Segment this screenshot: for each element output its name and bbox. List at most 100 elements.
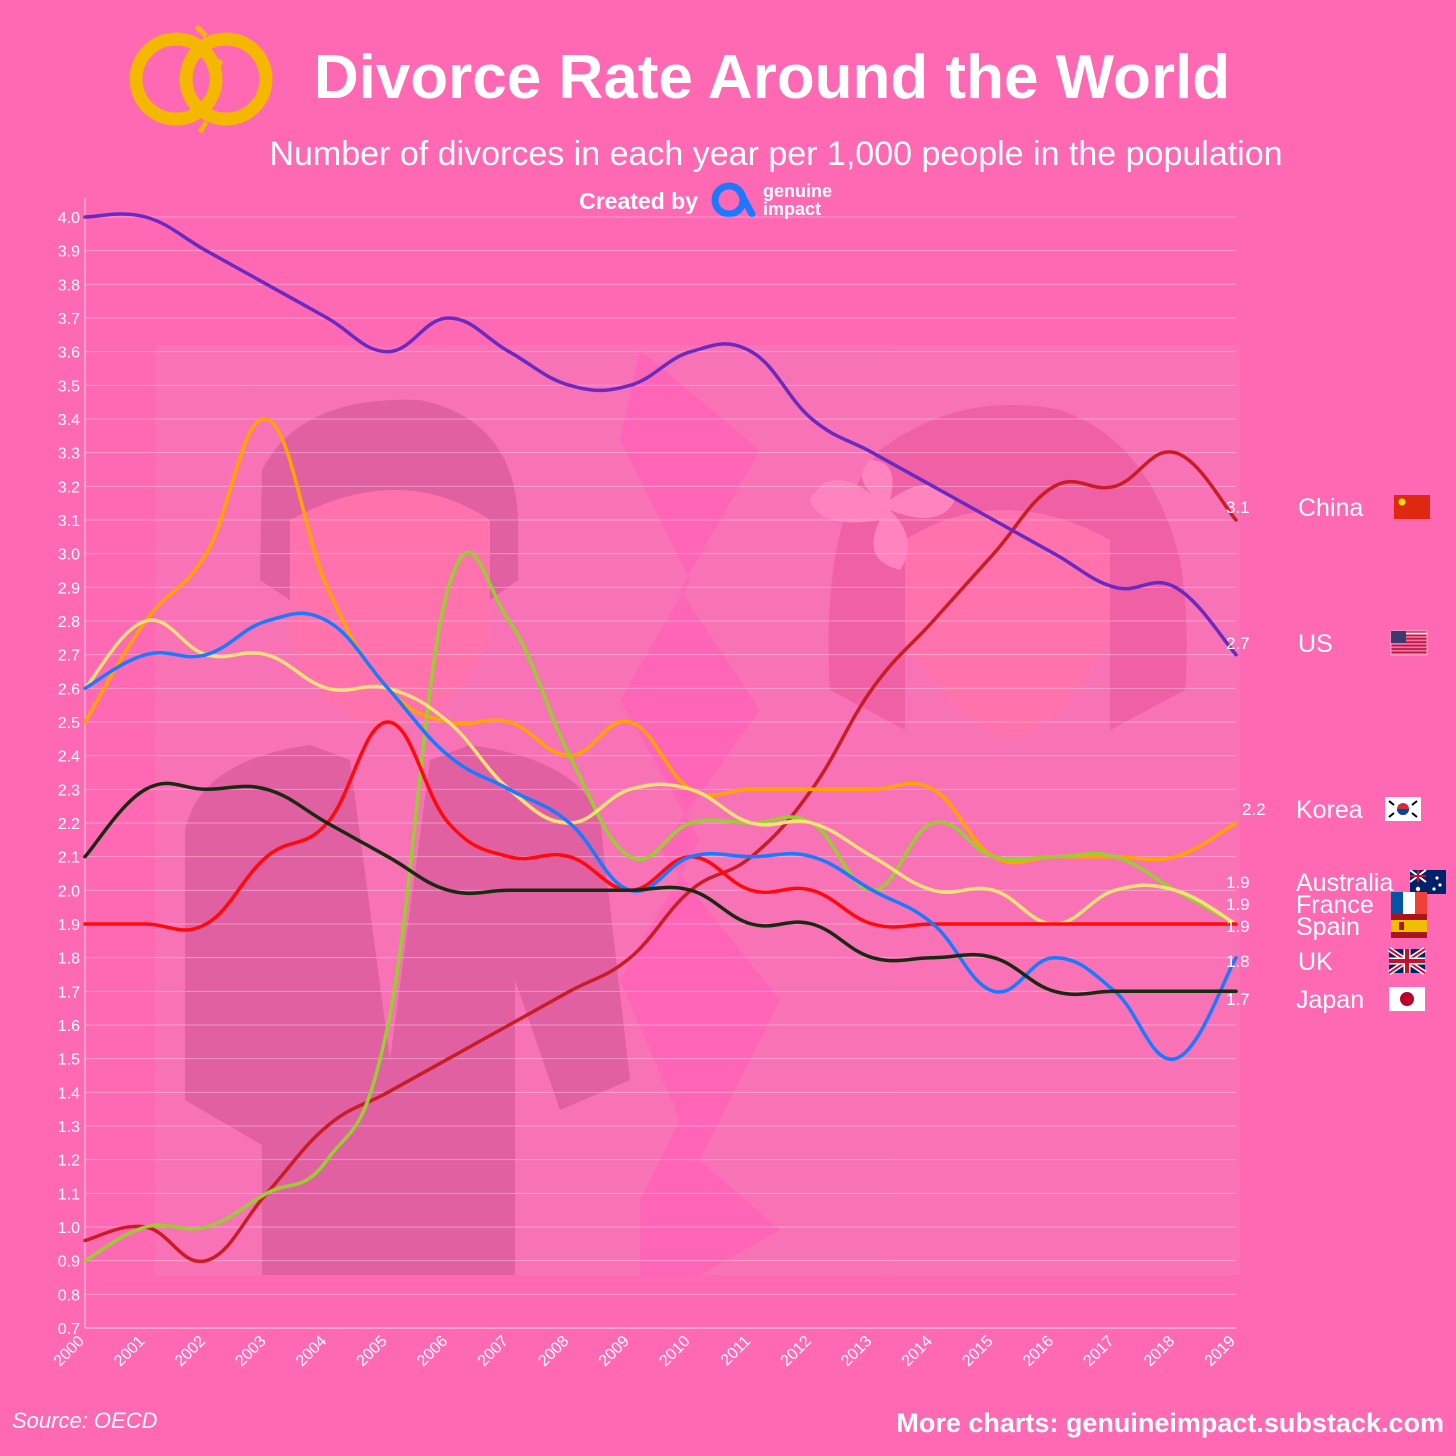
end-name-australia: Australia xyxy=(1296,869,1393,897)
series-line-japan xyxy=(83,781,1238,997)
y-tick-label: 0.9 xyxy=(58,1254,80,1271)
gridlines xyxy=(85,216,1236,1329)
end-name-china: China xyxy=(1298,494,1363,522)
flag-australia-icon xyxy=(1409,869,1446,894)
y-tick-label: 2.2 xyxy=(58,816,80,833)
end-labels: 3.1 China 2.7 US 2.2 Korea 1.9 Australia 1.9 Fran… xyxy=(1226,494,1446,1014)
hair-flower-silhouette xyxy=(810,460,955,570)
end-value-france: 1.9 xyxy=(1226,895,1250,914)
alpha-tail-icon xyxy=(735,186,756,218)
y-tick-label: 2.5 xyxy=(58,715,80,732)
end-name-france: France xyxy=(1296,891,1374,919)
flag-australia-star xyxy=(1432,887,1436,891)
ring-break-marks-icon xyxy=(194,24,224,134)
y-tick-label: 1.4 xyxy=(58,1085,80,1102)
flag-japan-sun xyxy=(1400,992,1414,1006)
y-tick-label: 3.0 xyxy=(58,547,80,564)
created-by-label: Created by xyxy=(579,188,698,214)
flag-australia-star xyxy=(1435,876,1439,880)
y-tick-label: 3.5 xyxy=(58,378,80,395)
flag-japan-icon xyxy=(1389,987,1425,1011)
flag-us-stripe xyxy=(1391,631,1427,633)
flag-us-stripe xyxy=(1391,637,1427,640)
man-face-silhouette xyxy=(290,490,490,730)
end-name-us: US xyxy=(1298,630,1333,658)
series-line-france xyxy=(83,618,1238,926)
flag-spain-band xyxy=(1391,920,1427,932)
y-tick-label: 1.8 xyxy=(58,951,80,968)
series-line-china xyxy=(83,450,1238,1264)
series-line-uk xyxy=(83,611,1238,1061)
man-body-silhouette xyxy=(185,745,630,1275)
y-tick-label: 2.3 xyxy=(58,782,80,799)
flag-france-band-white xyxy=(1403,892,1415,916)
wedding-rings-logo-icon xyxy=(129,24,273,134)
end-value-uk: 1.8 xyxy=(1226,952,1250,971)
broken-heart-crack-silhouette xyxy=(620,350,780,1275)
end-name-spain: Spain xyxy=(1296,913,1360,941)
end-value-china: 3.1 xyxy=(1226,498,1250,517)
more-charts-link[interactable]: More charts: genuineimpact.substack.com xyxy=(896,1408,1444,1438)
flag-us-icon xyxy=(1390,630,1428,656)
ring-left-icon xyxy=(129,32,223,126)
flag-france-icon xyxy=(1391,892,1427,916)
flag-uk-cross-red xyxy=(1389,949,1425,973)
end-value-us: 2.7 xyxy=(1226,634,1250,653)
flag-us-stripe xyxy=(1391,651,1427,654)
flag-korea-trigrams xyxy=(1388,800,1418,818)
series-lines xyxy=(83,212,1238,1264)
y-tick-label: 3.7 xyxy=(58,311,80,328)
y-tick-labels: 0.7 0.8 0.9 1.0 1.1 1.2 1.3 1.4 1.5 1.6 1.7 1.8 1.9 2… xyxy=(58,210,80,1338)
y-tick-label: 2.6 xyxy=(58,681,80,698)
series-line-us xyxy=(83,212,1238,657)
flag-australia-star xyxy=(1415,886,1421,892)
flag-us-stripe xyxy=(1391,641,1427,643)
flag-korea-taegeuk-blue xyxy=(1397,809,1409,815)
y-tick-label: 2.4 xyxy=(58,749,80,766)
y-tick-label: 3.9 xyxy=(58,244,80,261)
flag-us-stripe xyxy=(1391,632,1427,635)
page-subtitle: Number of divorces in each year per 1,00… xyxy=(269,135,1282,173)
flag-australia-star xyxy=(1438,883,1442,887)
series-line-korea xyxy=(83,417,1238,865)
flag-australia-cross xyxy=(1410,870,1426,882)
y-tick-label: 3.2 xyxy=(58,479,80,496)
genuine-impact-logo-icon xyxy=(711,182,756,218)
source-note: Source: OECD xyxy=(12,1408,158,1433)
man-hair-silhouette xyxy=(260,399,518,600)
ring-right-icon xyxy=(179,32,273,126)
page-title: Divorce Rate Around the World xyxy=(314,43,1230,112)
series-line-australia xyxy=(83,550,1238,1263)
y-tick-label: 2.9 xyxy=(58,580,80,597)
flag-uk-icon xyxy=(1387,946,1427,976)
end-value-japan: 1.7 xyxy=(1226,990,1250,1009)
brand-name-line2: impact xyxy=(763,199,821,219)
y-tick-label: 1.5 xyxy=(58,1052,80,1069)
y-tick-label: 2.1 xyxy=(58,850,80,867)
flag-spain-emblem xyxy=(1399,922,1404,930)
flag-spain-icon xyxy=(1391,914,1427,938)
y-tick-label: 1.3 xyxy=(58,1119,80,1136)
flag-china-star xyxy=(1398,498,1406,506)
flag-korea-icon xyxy=(1385,797,1421,821)
brand-name-line1: genuine xyxy=(763,181,832,201)
flag-china-icon xyxy=(1394,495,1430,519)
flag-us-canton xyxy=(1391,631,1406,643)
y-tick-label: 1.7 xyxy=(58,984,80,1001)
end-value-spain: 1.9 xyxy=(1226,917,1250,936)
y-tick-label: 1.1 xyxy=(58,1186,80,1203)
y-tick-label: 3.8 xyxy=(58,277,80,294)
end-name-japan: Japan xyxy=(1296,986,1364,1014)
y-tick-label: 3.3 xyxy=(58,446,80,463)
flag-us-stripe xyxy=(1391,634,1427,637)
y-tick-label: 2.8 xyxy=(58,614,80,631)
y-tick-label: 0.7 xyxy=(58,1321,80,1338)
end-name-uk: UK xyxy=(1298,948,1333,976)
flag-china-field xyxy=(1394,495,1430,519)
y-tick-label: 1.2 xyxy=(58,1153,80,1170)
y-tick-label: 1.0 xyxy=(58,1220,80,1237)
y-tick-label: 2.0 xyxy=(58,883,80,900)
y-tick-label: 3.4 xyxy=(58,412,80,429)
y-tick-label: 4.0 xyxy=(58,210,80,227)
y-tick-label: 1.6 xyxy=(58,1018,80,1035)
